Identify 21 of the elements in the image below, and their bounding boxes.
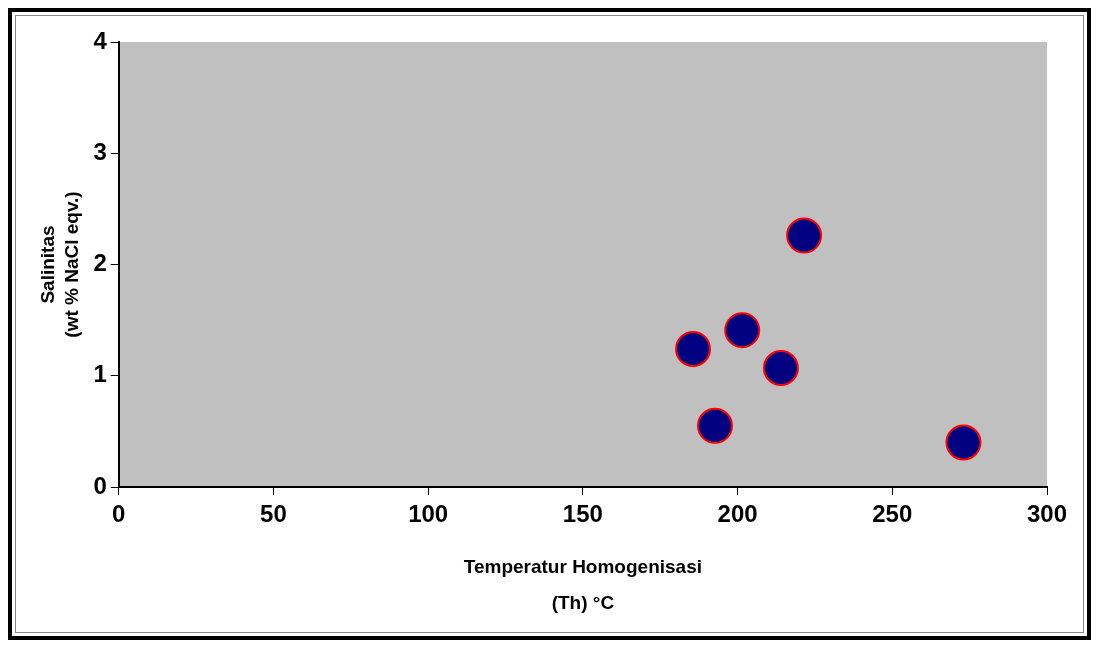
x-tick-label: 150 bbox=[562, 500, 603, 528]
point bbox=[697, 407, 733, 444]
point bbox=[724, 312, 761, 349]
point bbox=[945, 424, 982, 461]
x-tick-label: 300 bbox=[1026, 500, 1068, 528]
x-tick-label: 50 bbox=[260, 500, 287, 528]
picture-frame: Temperatur Homogenisasi (Th) °C Salinitas (wt % NaCl eqv.) 0 50 100 150 200 250 300 0 1 2 3 4 bbox=[8, 8, 1091, 640]
y-tick-label: 1 bbox=[93, 360, 107, 388]
point bbox=[786, 217, 823, 254]
x-axis-title: Temperatur Homogenisasi (Th) °C bbox=[463, 556, 703, 614]
y-tick-label: 2 bbox=[93, 249, 107, 277]
y-axis-title: Salinitas (wt % NaCl eqv.) bbox=[36, 191, 83, 338]
y-tick-label: 0 bbox=[93, 471, 107, 499]
x-tick-label: 0 bbox=[112, 500, 126, 528]
point bbox=[675, 331, 712, 368]
point bbox=[762, 349, 799, 386]
x-tick-label: 250 bbox=[872, 500, 913, 528]
y-tick-label: 3 bbox=[93, 137, 107, 165]
x-tick-label: 200 bbox=[717, 500, 758, 528]
x-tick-label: 100 bbox=[408, 500, 449, 528]
y-tick-label: 4 bbox=[93, 26, 108, 54]
